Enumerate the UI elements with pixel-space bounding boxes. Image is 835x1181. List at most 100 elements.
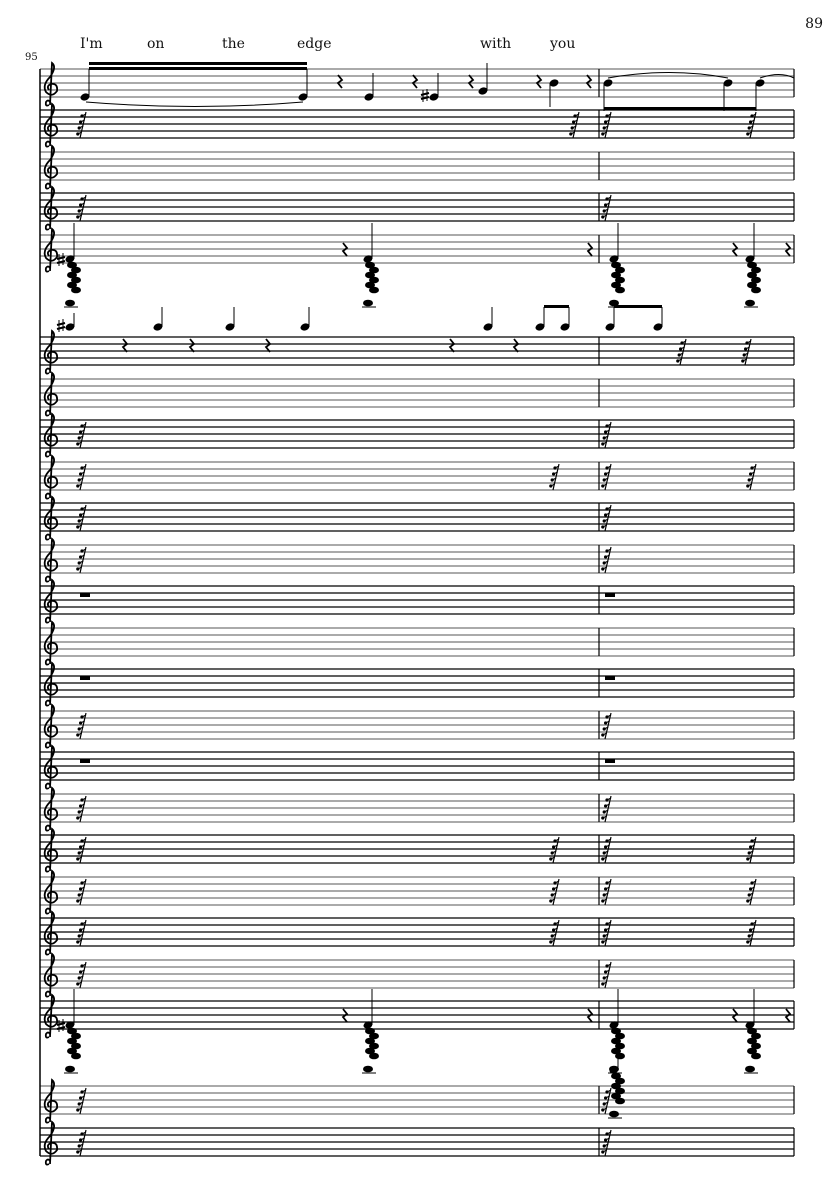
rest-flag	[603, 1101, 609, 1105]
chord-notehead	[615, 266, 625, 274]
rest-flag	[81, 797, 87, 801]
notehead	[478, 87, 488, 95]
rest-flag	[554, 921, 560, 925]
rest-flag	[553, 844, 558, 848]
chord-notehead	[369, 286, 379, 294]
rest-stem	[79, 546, 87, 574]
notehead	[653, 323, 663, 331]
rest-flag	[602, 524, 608, 528]
tie	[85, 101, 304, 107]
rest-flag	[606, 921, 612, 925]
rest-stem	[604, 546, 612, 574]
rest-flag	[77, 483, 83, 487]
chord-notehead	[609, 299, 619, 307]
rest-flag	[605, 969, 610, 973]
sharp-accidental	[56, 326, 66, 330]
lyric-syllable: I'm	[80, 36, 103, 52]
rest-flag	[78, 125, 84, 129]
rest-flag	[81, 465, 87, 469]
rest-stem	[79, 463, 87, 491]
notehead	[723, 79, 733, 87]
rest-flag	[553, 471, 558, 475]
treble-clef-icon	[43, 578, 59, 624]
rest-flag	[602, 1149, 608, 1153]
rest-flag	[606, 465, 612, 469]
lyric-syllable: edge	[297, 36, 332, 52]
rest-flag	[77, 1149, 83, 1153]
rest-flag	[681, 340, 687, 344]
sharp-accidental	[56, 1022, 66, 1026]
rest-stem	[749, 836, 757, 864]
rest-flag	[605, 202, 610, 206]
chord-notehead	[615, 1077, 625, 1085]
rest-stem	[552, 463, 560, 491]
rest-flag	[606, 548, 612, 552]
rest-flag	[602, 214, 608, 218]
sharp-accidental	[56, 256, 66, 260]
rest-flag	[81, 1131, 87, 1135]
treble-clef-icon	[43, 495, 59, 541]
rest-flag	[603, 125, 609, 129]
notehead	[225, 323, 235, 331]
rest-flag	[77, 566, 83, 570]
rest-stem	[552, 836, 560, 864]
chord-notehead	[615, 286, 625, 294]
chord-notehead	[365, 281, 375, 289]
rest-flag	[78, 726, 84, 730]
chord-notehead	[751, 266, 761, 274]
rest-flag	[745, 346, 750, 350]
rest-flag	[77, 441, 83, 445]
quarter-rest	[341, 1008, 349, 1023]
rest-flag	[80, 844, 85, 848]
rest-stem	[749, 919, 757, 947]
treble-clef-icon	[43, 537, 59, 583]
notehead	[65, 323, 75, 331]
rest-flag	[748, 933, 754, 937]
rest-flag	[573, 119, 578, 123]
rest-flag	[605, 1137, 610, 1141]
chord-notehead	[611, 281, 621, 289]
treble-clef-icon	[43, 102, 59, 148]
notehead	[80, 93, 90, 101]
rest-flag	[748, 477, 754, 481]
rest-flag	[750, 927, 755, 931]
quarter-rest	[784, 1008, 792, 1023]
rest-flag	[553, 927, 558, 931]
treble-clef-icon	[43, 227, 59, 273]
rest-flag	[605, 886, 610, 890]
treble-clef-icon	[43, 185, 59, 231]
rest-stem	[79, 878, 87, 906]
chord-notehead	[611, 271, 621, 279]
rest-flag	[551, 892, 557, 896]
sharp-accidental	[56, 1026, 66, 1030]
lyric-syllable: the	[222, 36, 245, 52]
rest-flag	[81, 113, 87, 117]
notehead	[364, 93, 374, 101]
rest-flag	[78, 560, 84, 564]
chord-notehead	[67, 281, 77, 289]
rest-flag	[678, 352, 684, 356]
quarter-rest	[121, 338, 129, 353]
rest-flag	[77, 732, 83, 736]
rest-flag	[603, 850, 609, 854]
chord-notehead	[71, 1032, 81, 1040]
treble-clef-icon	[43, 1078, 59, 1124]
rest-flag	[81, 506, 87, 510]
rest-flag	[80, 554, 85, 558]
beam	[544, 305, 569, 308]
notehead	[153, 323, 163, 331]
rest-flag	[77, 856, 83, 860]
treble-clef-icon	[43, 329, 59, 375]
quarter-rest	[512, 338, 520, 353]
chord-notehead	[65, 299, 75, 307]
notehead	[745, 1021, 755, 1029]
rest-flag	[550, 483, 556, 487]
treble-clef-icon	[43, 412, 59, 458]
treble-clef-icon	[43, 703, 59, 749]
rest-flag	[574, 113, 580, 117]
rest-stem	[749, 111, 757, 139]
notehead	[549, 79, 559, 87]
beam	[604, 107, 756, 110]
rest-flag	[77, 524, 83, 528]
rest-flag	[80, 202, 85, 206]
